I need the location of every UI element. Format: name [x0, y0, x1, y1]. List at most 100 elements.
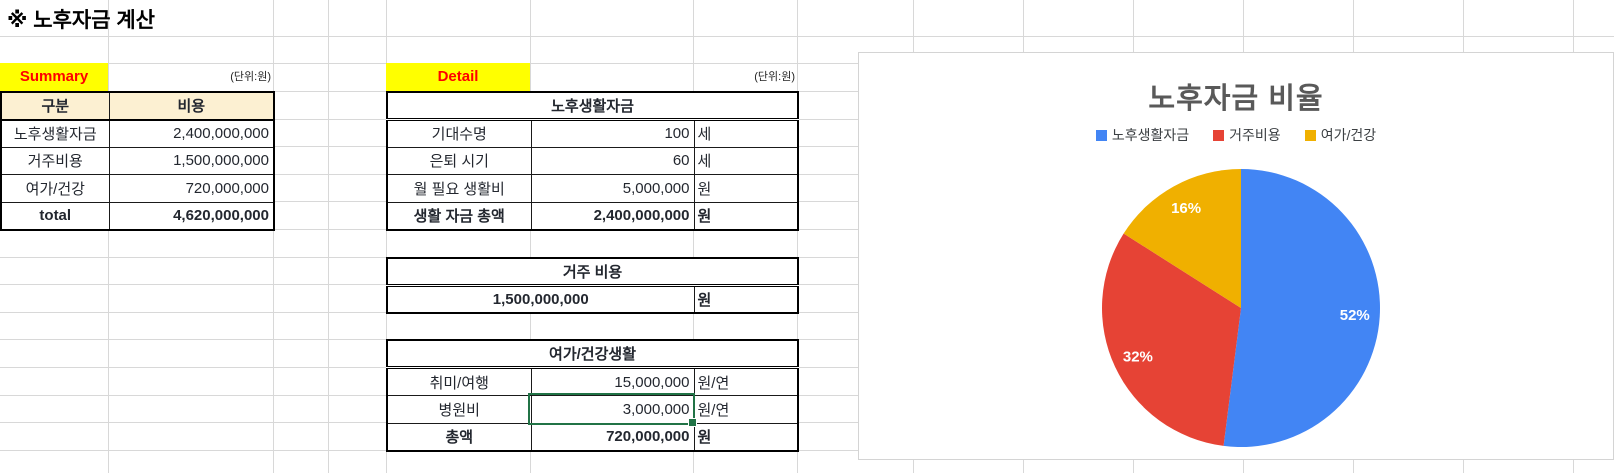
- gridline: [0, 91, 1614, 92]
- housing-table: 거주 비용 1,500,000,000 원: [386, 256, 799, 314]
- gridline: [0, 339, 1614, 341]
- housing-header-row: 거주 비용: [386, 257, 799, 287]
- summary-total-label[interactable]: total: [0, 201, 110, 231]
- gridline: [328, 0, 329, 473]
- legend-marker-icon: [1304, 129, 1316, 141]
- life-fund-total-unit[interactable]: 원: [693, 201, 799, 231]
- summary-table: 구분 비용 노후생활자금 2,400,000,000 거주비용 1,500,00…: [0, 91, 275, 231]
- housing-value-cell[interactable]: 1,500,000,000: [386, 284, 695, 314]
- gridline: [0, 118, 1614, 120]
- table-row: 취미/여행 15,000,000 원/연: [386, 367, 799, 397]
- chart-legend: 노후생활자금 거주비용 여가/건강: [859, 125, 1613, 145]
- pie-chart[interactable]: 52% 32% 16%: [1096, 163, 1386, 453]
- summary-category-cell[interactable]: 노후생활자금: [0, 119, 110, 148]
- pie-slice-0[interactable]: [1223, 169, 1380, 447]
- legend-item[interactable]: 여가/건강: [1304, 125, 1377, 145]
- leisure-total-value[interactable]: 720,000,000: [530, 422, 695, 452]
- legend-label: 노후생활자금: [1111, 127, 1190, 143]
- legend-marker-icon: [1095, 129, 1107, 141]
- gridline: [108, 0, 109, 473]
- gridline: [0, 311, 1614, 313]
- gridline: [386, 0, 387, 473]
- gridline: [0, 146, 1614, 148]
- leisure-label-cell[interactable]: 병원비: [386, 395, 532, 424]
- summary-header-row: 구분 비용: [0, 91, 275, 121]
- life-fund-total-value[interactable]: 2,400,000,000: [530, 201, 695, 231]
- leisure-title-cell[interactable]: 여가/건강생활: [386, 339, 799, 370]
- summary-category-cell[interactable]: 거주비용: [0, 146, 110, 176]
- summary-unit-note: (단위:원): [230, 71, 271, 83]
- summary-header-category[interactable]: 구분: [0, 91, 110, 121]
- housing-value-row: 1,500,000,000 원: [386, 284, 799, 314]
- life-fund-unit-cell[interactable]: 세: [693, 146, 799, 176]
- active-cell-outline[interactable]: [528, 393, 697, 427]
- summary-total-value[interactable]: 4,620,000,000: [108, 201, 275, 231]
- summary-category-cell[interactable]: 여가/건강: [0, 174, 110, 203]
- leisure-table: 여가/건강생활 취미/여행 15,000,000 원/연 병원비 3,000,0…: [386, 339, 800, 452]
- gridline: [0, 422, 1614, 424]
- summary-cost-cell[interactable]: 720,000,000: [108, 174, 275, 203]
- legend-item[interactable]: 노후생활자금: [1095, 125, 1190, 145]
- summary-cost-cell[interactable]: 1,500,000,000: [108, 146, 275, 176]
- table-row: 기대수명 100 세: [386, 119, 799, 148]
- gridline: [530, 0, 531, 473]
- detail-unit-note: (단위:원): [754, 71, 795, 83]
- pie-chart-card[interactable]: 노후자금 비율 노후생활자금 거주비용 여가/건강 52% 32% 16%: [858, 52, 1614, 460]
- gridline: [0, 173, 1614, 175]
- gridline: [0, 201, 1614, 203]
- gridline: [0, 449, 1614, 451]
- table-row: 노후생활자금 2,400,000,000: [0, 119, 275, 148]
- gridline: [0, 284, 1614, 286]
- life-fund-value-cell[interactable]: 100: [530, 119, 695, 148]
- life-fund-table: 노후생활자금 기대수명 100 세 은퇴 시기 60 세 월 필요 생활비 5,…: [386, 91, 799, 231]
- leisure-unit-cell[interactable]: 원/연: [693, 395, 799, 424]
- life-fund-title-cell[interactable]: 노후생활자금: [386, 91, 799, 122]
- pie-slice-label: 32%: [1123, 349, 1153, 366]
- table-row: 월 필요 생활비 5,000,000 원: [386, 174, 799, 203]
- life-fund-total-label[interactable]: 생활 자금 총액: [386, 201, 532, 231]
- life-fund-total-row: 생활 자금 총액 2,400,000,000 원: [386, 201, 799, 231]
- housing-unit-cell[interactable]: 원: [693, 284, 799, 314]
- pie-slice-2[interactable]: [1123, 169, 1241, 308]
- leisure-unit-cell[interactable]: 원/연: [693, 367, 799, 397]
- life-fund-unit-cell[interactable]: 세: [693, 119, 799, 148]
- table-row: 병원비 3,000,000 원/연: [386, 395, 799, 424]
- pie-slice-label: 16%: [1171, 200, 1201, 217]
- table-row: 은퇴 시기 60 세: [386, 146, 799, 176]
- leisure-header-row: 여가/건강생활: [386, 339, 799, 370]
- chart-title[interactable]: 노후자금 비율: [1148, 83, 1324, 115]
- summary-total-row: total 4,620,000,000: [0, 201, 275, 231]
- table-row: 여가/건강 720,000,000: [0, 174, 275, 203]
- summary-badge[interactable]: Summary: [0, 63, 108, 91]
- pie-slice-1[interactable]: [1102, 233, 1241, 446]
- life-fund-label-cell[interactable]: 월 필요 생활비: [386, 174, 532, 203]
- leisure-label-cell[interactable]: 취미/여행: [386, 367, 532, 397]
- life-fund-label-cell[interactable]: 은퇴 시기: [386, 146, 532, 176]
- gridline: [0, 394, 1614, 396]
- life-fund-value-cell[interactable]: 60: [530, 146, 695, 176]
- leisure-value-cell[interactable]: 15,000,000: [530, 367, 695, 397]
- gridline: [0, 367, 1614, 368]
- housing-title-cell[interactable]: 거주 비용: [386, 257, 799, 287]
- life-fund-header-row: 노후생활자금: [386, 91, 799, 122]
- leisure-total-unit[interactable]: 원: [693, 422, 799, 452]
- sheet-title: ※ 노후자금 계산: [7, 9, 156, 32]
- life-fund-value-cell[interactable]: 5,000,000: [530, 174, 695, 203]
- summary-cost-cell[interactable]: 2,400,000,000: [108, 119, 275, 148]
- life-fund-unit-cell[interactable]: 원: [693, 174, 799, 203]
- fill-handle[interactable]: [688, 418, 697, 427]
- leisure-total-row: 총액 720,000,000 원: [386, 422, 799, 452]
- leisure-total-label[interactable]: 총액: [386, 422, 532, 452]
- gridline: [273, 0, 274, 473]
- legend-marker-icon: [1213, 129, 1225, 141]
- gridline: [693, 0, 694, 473]
- legend-label: 여가/건강: [1320, 127, 1377, 143]
- table-row: 거주비용 1,500,000,000: [0, 146, 275, 176]
- legend-item[interactable]: 거주비용: [1213, 125, 1281, 145]
- life-fund-label-cell[interactable]: 기대수명: [386, 119, 532, 148]
- summary-header-cost[interactable]: 비용: [108, 91, 275, 121]
- legend-label: 거주비용: [1229, 127, 1281, 143]
- gridline: [797, 0, 798, 473]
- detail-badge[interactable]: Detail: [386, 63, 530, 91]
